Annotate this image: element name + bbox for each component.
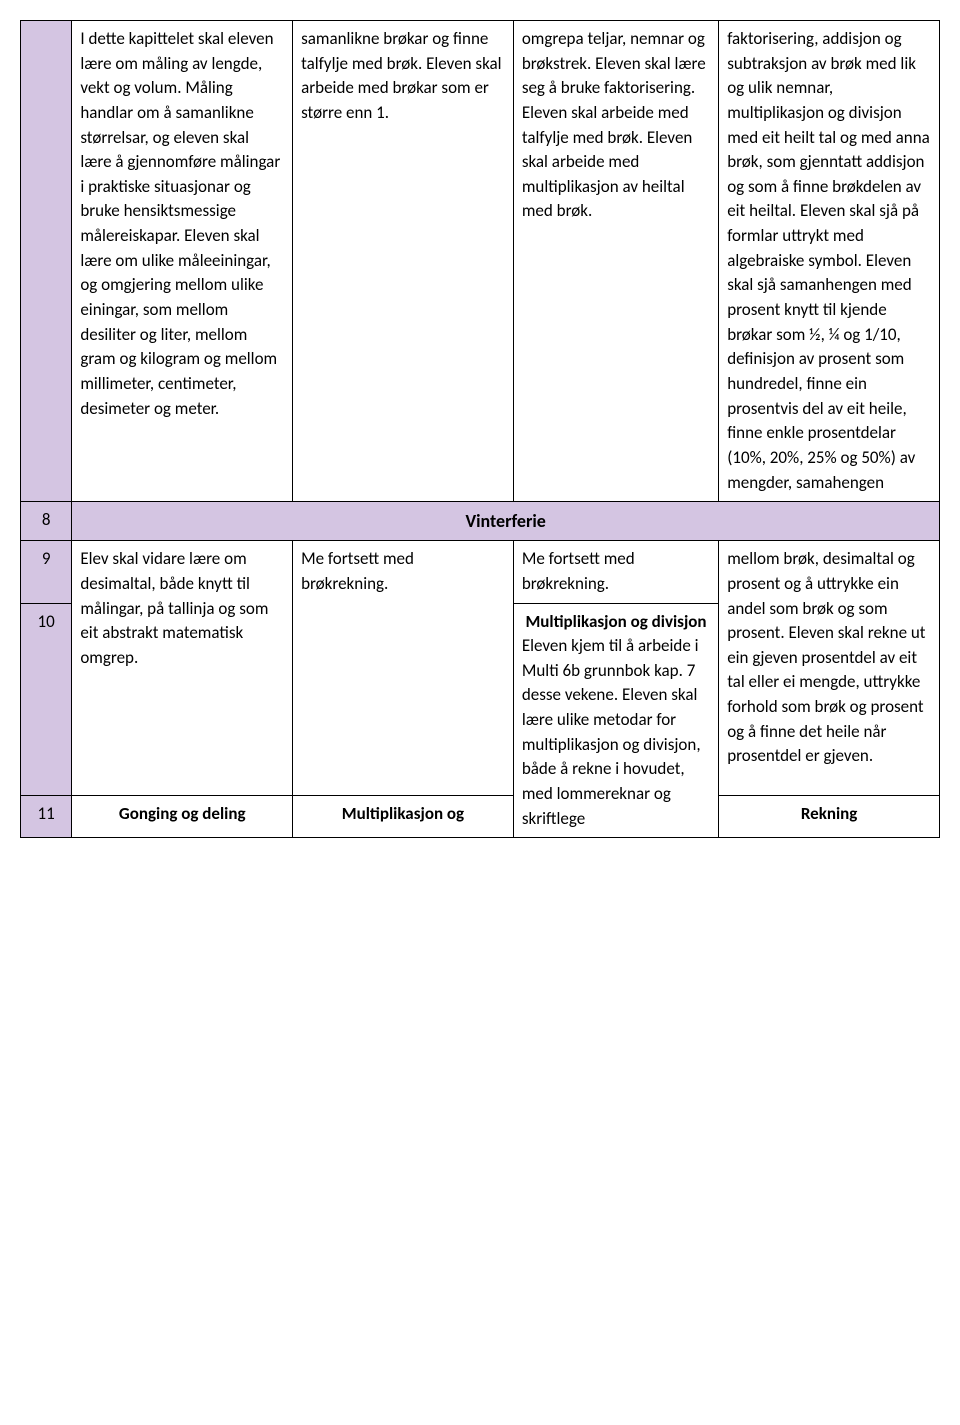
content-cell: I dette kapittelet skal eleven lære om m…: [72, 21, 293, 502]
table-row: 11 Gonging og deling Multiplikasjon og R…: [21, 796, 940, 838]
week-cell: 11: [21, 796, 72, 838]
content-cell: omgrepa teljar, nemnar og brøkstrek. Ele…: [513, 21, 718, 502]
table-row-header: 8 Vinterferie: [21, 502, 940, 541]
table-row: I dette kapittelet skal eleven lære om m…: [21, 21, 940, 502]
table-row: 9 Elev skal vidare lære om desimaltal, b…: [21, 541, 940, 603]
content-cell: Multiplikasjon og: [293, 796, 514, 838]
week-cell: [21, 21, 72, 502]
week-cell: 8: [21, 502, 72, 541]
content-cell: Me fortsett med brøkrekning.: [293, 541, 514, 796]
content-cell: Elev skal vidare lære om desimaltal, båd…: [72, 541, 293, 796]
cell-title: Gonging og deling: [80, 802, 284, 827]
content-cell: mellom brøk, desimaltal og prosent og å …: [719, 541, 940, 796]
cell-body: Eleven kjem til å arbeide i Multi 6b gru…: [522, 634, 710, 831]
content-cell: Gonging og deling: [72, 796, 293, 838]
week-cell: 9: [21, 541, 72, 603]
cell-title: Multiplikasjon og divisjon: [522, 610, 710, 635]
content-cell: Multiplikasjon og divisjon Eleven kjem t…: [513, 603, 718, 838]
week-cell: 10: [21, 603, 72, 796]
content-cell: Me fortsett med brøkrekning.: [513, 541, 718, 603]
content-cell: Rekning: [719, 796, 940, 838]
content-cell: faktorisering, addisjon og subtraksjon a…: [719, 21, 940, 502]
content-cell: samanlikne brøkar og finne talfylje med …: [293, 21, 514, 502]
curriculum-table: I dette kapittelet skal eleven lære om m…: [20, 20, 940, 838]
cell-title: Multiplikasjon og: [301, 802, 505, 827]
section-header: Vinterferie: [72, 502, 940, 541]
cell-title: Rekning: [727, 802, 931, 827]
